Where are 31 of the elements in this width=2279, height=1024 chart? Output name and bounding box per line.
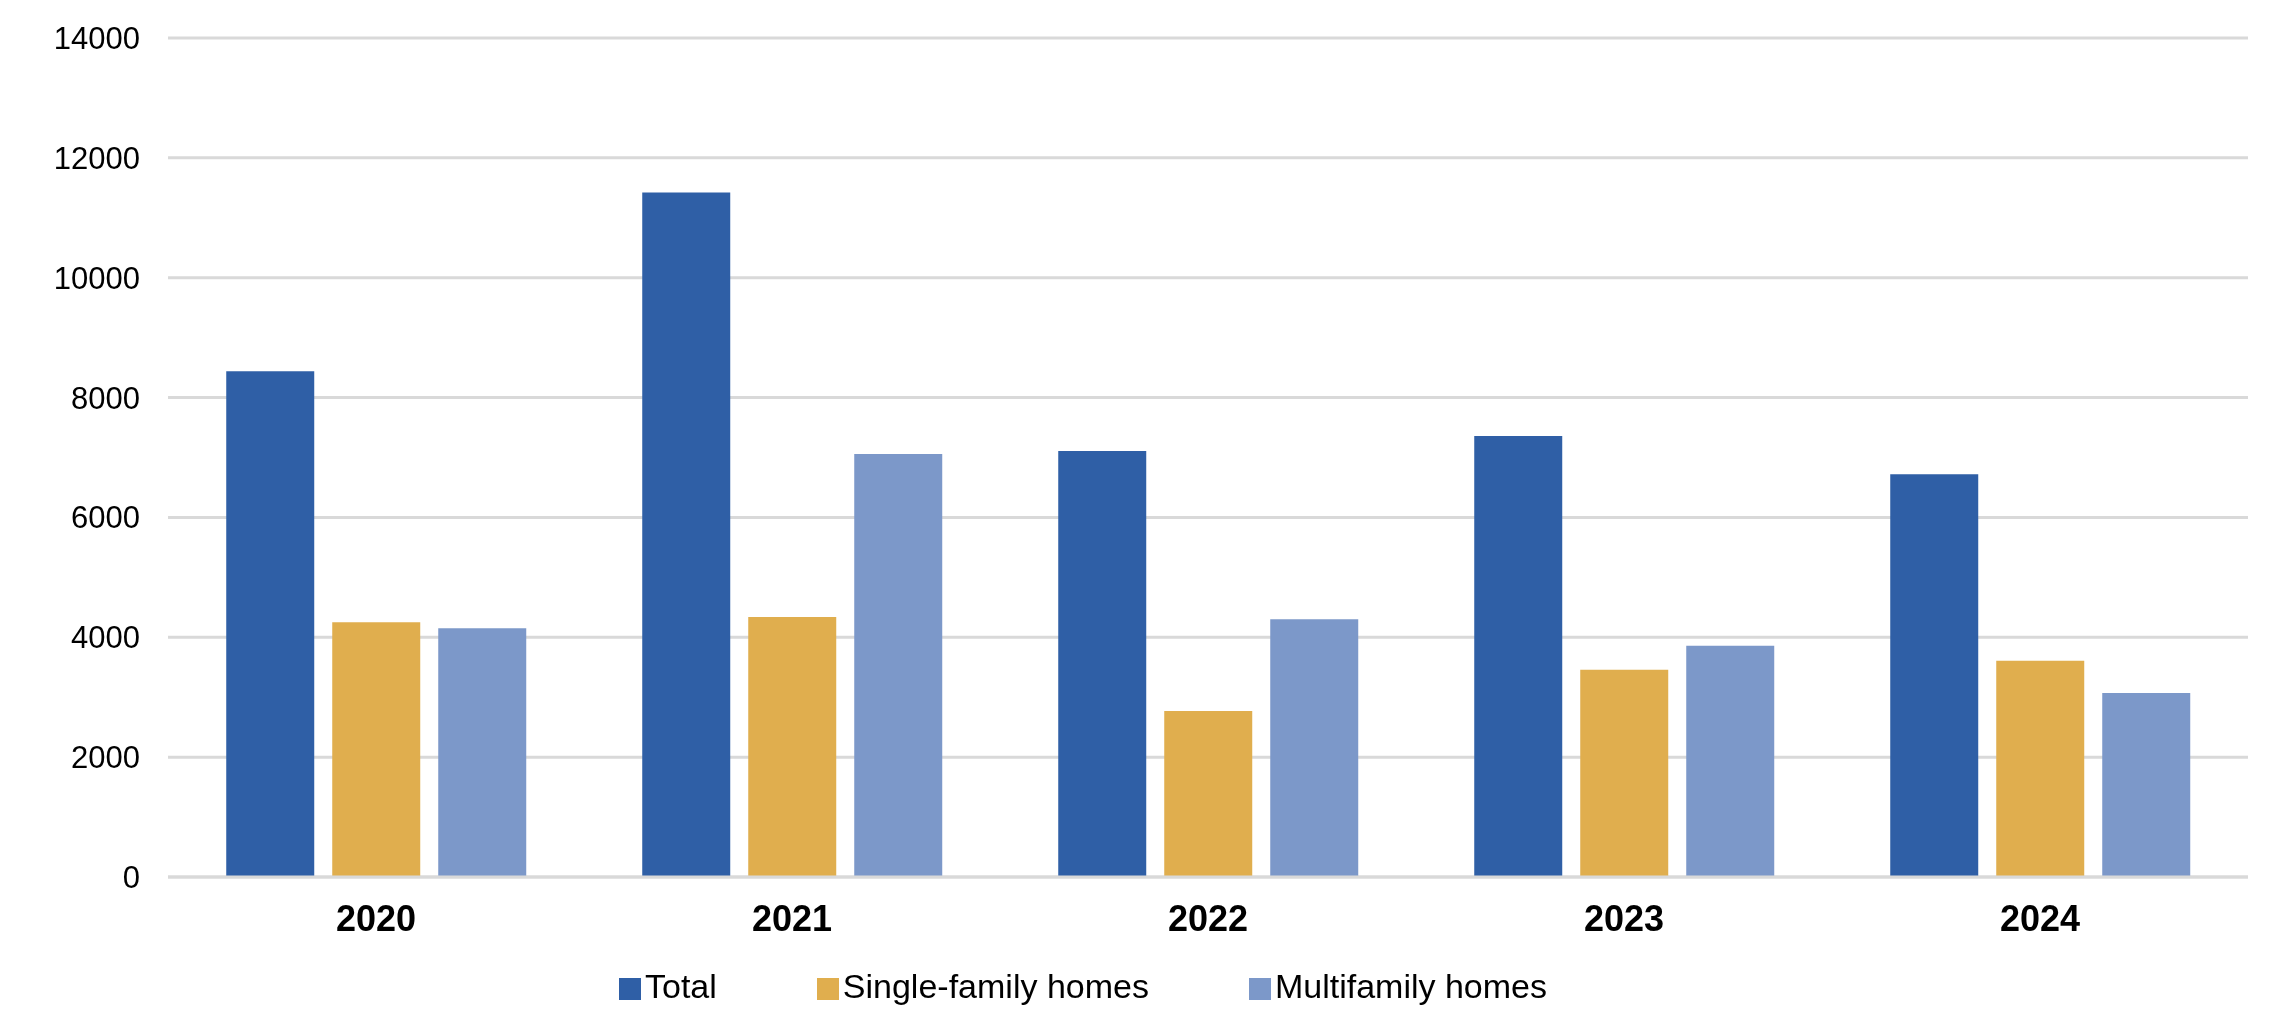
legend-label: Single-family homes bbox=[842, 967, 1149, 1005]
bar bbox=[854, 453, 943, 877]
bar bbox=[1164, 711, 1253, 877]
y-tick-label: 10000 bbox=[53, 260, 140, 296]
x-tick-label: 2022 bbox=[1167, 897, 1249, 939]
x-tick-label: 2023 bbox=[1583, 897, 1665, 939]
bar bbox=[438, 628, 527, 877]
y-tick-label: 0 bbox=[122, 860, 140, 896]
bar bbox=[1058, 450, 1147, 877]
y-tick-label: 6000 bbox=[71, 500, 140, 536]
bar bbox=[1686, 645, 1775, 877]
x-tick-label: 2024 bbox=[1999, 897, 2081, 939]
legend-label: Total bbox=[644, 967, 717, 1005]
bar bbox=[1580, 669, 1669, 877]
bar bbox=[1474, 435, 1563, 877]
bar bbox=[1996, 660, 2085, 877]
bar bbox=[642, 192, 731, 877]
bar bbox=[226, 371, 315, 877]
y-tick-label: 14000 bbox=[53, 21, 140, 57]
bar bbox=[748, 616, 837, 877]
x-tick-label: 2020 bbox=[335, 897, 417, 939]
x-tick-label: 2021 bbox=[751, 897, 833, 939]
bar bbox=[1890, 474, 1979, 877]
bar bbox=[332, 622, 421, 877]
bar bbox=[1270, 619, 1359, 877]
y-tick-label: 2000 bbox=[71, 740, 140, 776]
y-tick-label: 8000 bbox=[71, 380, 140, 416]
bar bbox=[2102, 693, 2191, 877]
legend-label: Multifamily homes bbox=[1274, 967, 1548, 1005]
y-tick-label: 12000 bbox=[53, 140, 140, 176]
y-tick-label: 4000 bbox=[71, 620, 140, 656]
